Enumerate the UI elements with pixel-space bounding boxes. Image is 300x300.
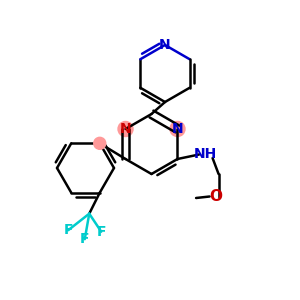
Circle shape bbox=[170, 122, 185, 136]
Circle shape bbox=[94, 137, 106, 149]
Text: O: O bbox=[209, 189, 222, 204]
Text: F: F bbox=[64, 223, 73, 237]
Circle shape bbox=[118, 122, 133, 136]
Text: F: F bbox=[80, 232, 89, 246]
Text: NH: NH bbox=[194, 147, 217, 161]
Text: N: N bbox=[159, 38, 171, 52]
Text: N: N bbox=[172, 122, 183, 136]
Text: N: N bbox=[120, 122, 131, 136]
Text: F: F bbox=[97, 225, 106, 239]
